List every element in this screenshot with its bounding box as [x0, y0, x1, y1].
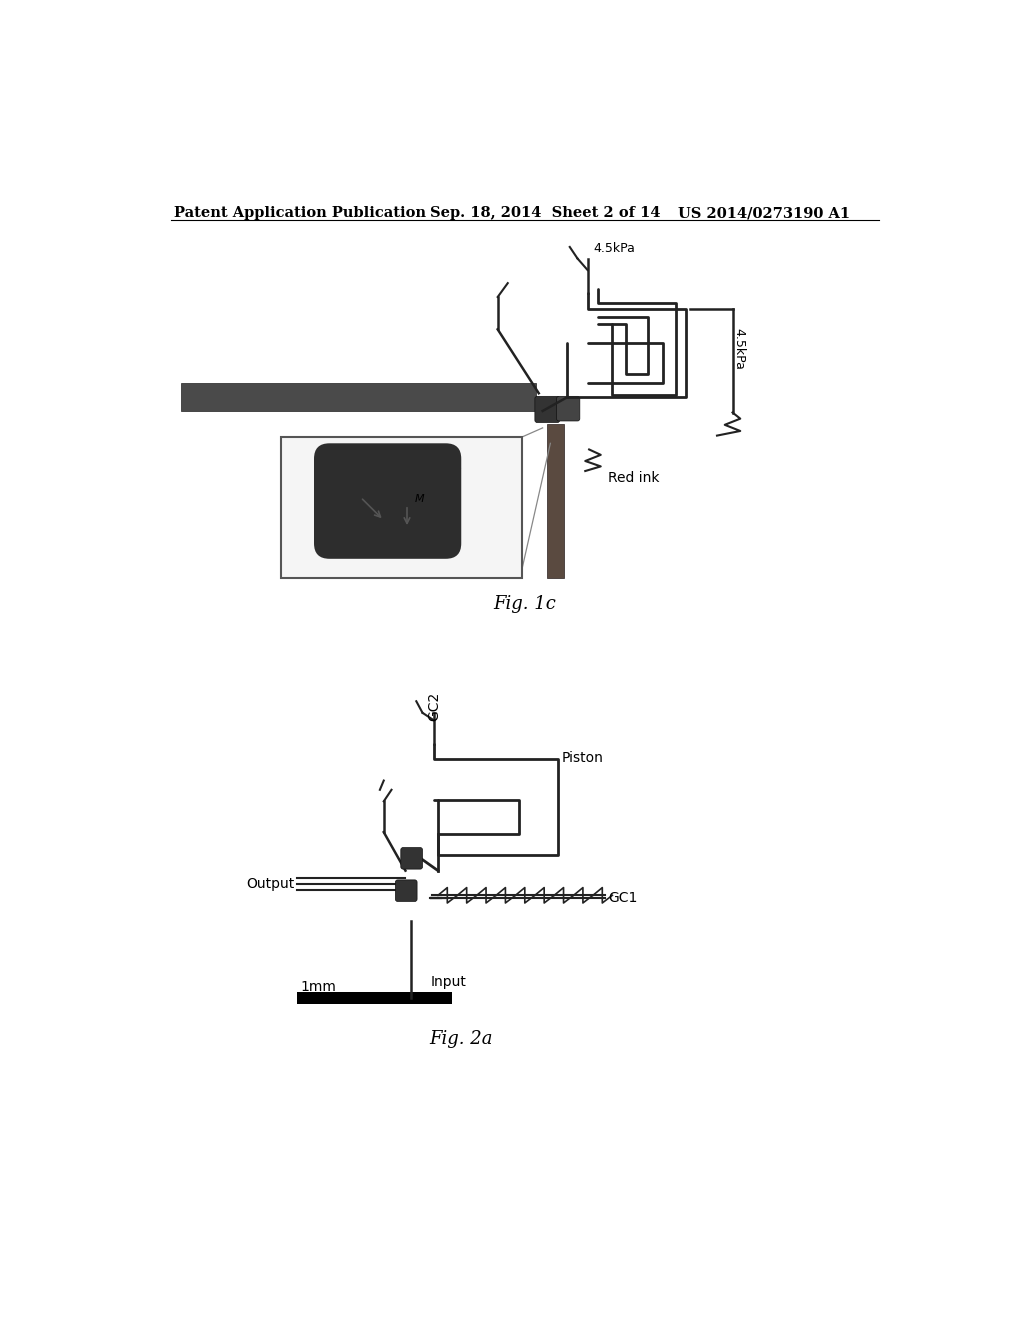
Text: US 2014/0273190 A1: US 2014/0273190 A1 — [678, 206, 850, 220]
Text: Fig. 2a: Fig. 2a — [429, 1030, 493, 1048]
Text: GC1: GC1 — [608, 891, 638, 904]
Text: 4.5kPa: 4.5kPa — [732, 329, 745, 371]
Text: Input: Input — [430, 975, 466, 989]
Text: Red ink: Red ink — [608, 471, 660, 484]
Text: Output: Output — [247, 876, 295, 891]
Text: 1mm: 1mm — [301, 979, 337, 994]
Text: Piston: Piston — [562, 751, 604, 766]
Text: M: M — [415, 494, 424, 504]
Bar — [180, 383, 537, 411]
Text: Fig. 1c: Fig. 1c — [494, 595, 556, 612]
Polygon shape — [426, 469, 461, 503]
Bar — [547, 424, 563, 578]
Text: Sep. 18, 2014  Sheet 2 of 14: Sep. 18, 2014 Sheet 2 of 14 — [430, 206, 660, 220]
Bar — [282, 437, 521, 578]
Text: Patent Application Publication: Patent Application Publication — [174, 206, 427, 220]
FancyBboxPatch shape — [400, 847, 423, 869]
Text: 4.5kPa: 4.5kPa — [593, 242, 635, 255]
Text: GC2: GC2 — [427, 692, 441, 721]
FancyBboxPatch shape — [535, 396, 560, 422]
Bar — [297, 991, 452, 1003]
FancyBboxPatch shape — [314, 444, 461, 558]
FancyBboxPatch shape — [557, 396, 580, 421]
FancyBboxPatch shape — [395, 880, 417, 902]
Polygon shape — [376, 469, 423, 507]
